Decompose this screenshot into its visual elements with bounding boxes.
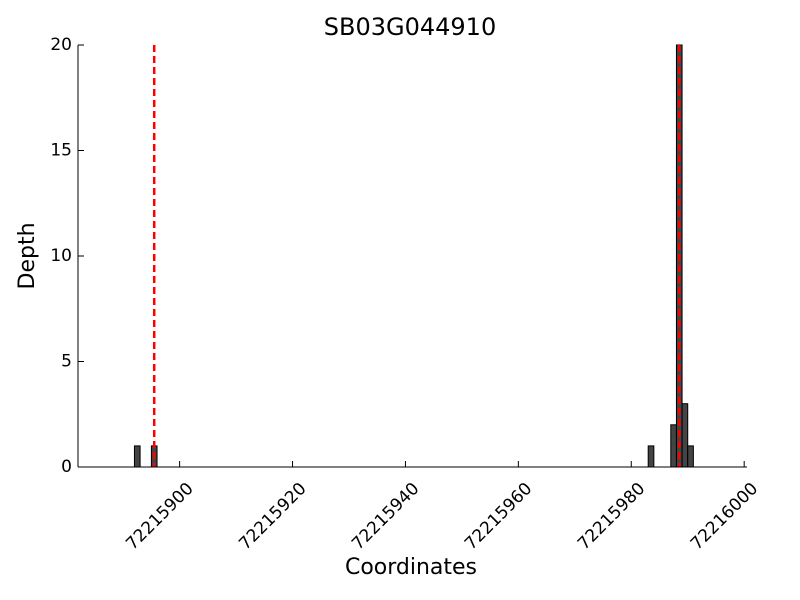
y-tick-label: 20 [50, 35, 72, 55]
bar [687, 445, 694, 468]
x-axis-label: Coordinates [345, 555, 477, 580]
bar [647, 445, 655, 468]
y-tick-label: 5 [61, 352, 72, 372]
x-tick-label: 72216000 [687, 479, 762, 554]
x-tick-label: 72215980 [574, 479, 649, 554]
bar [670, 424, 677, 468]
y-tick-label: 15 [50, 141, 72, 161]
y-tick-label: 10 [50, 246, 72, 266]
bar [681, 403, 689, 468]
x-tick-label: 72215960 [461, 479, 536, 554]
chart-title: SB03G044910 [324, 13, 496, 41]
bar [133, 445, 141, 468]
x-tick-label: 72215940 [348, 479, 423, 554]
y-axis-label: Depth [15, 222, 40, 289]
y-tick-label: 0 [61, 457, 72, 477]
x-tick-label: 72215900 [122, 479, 197, 554]
x-tick-label: 72215920 [235, 479, 310, 554]
